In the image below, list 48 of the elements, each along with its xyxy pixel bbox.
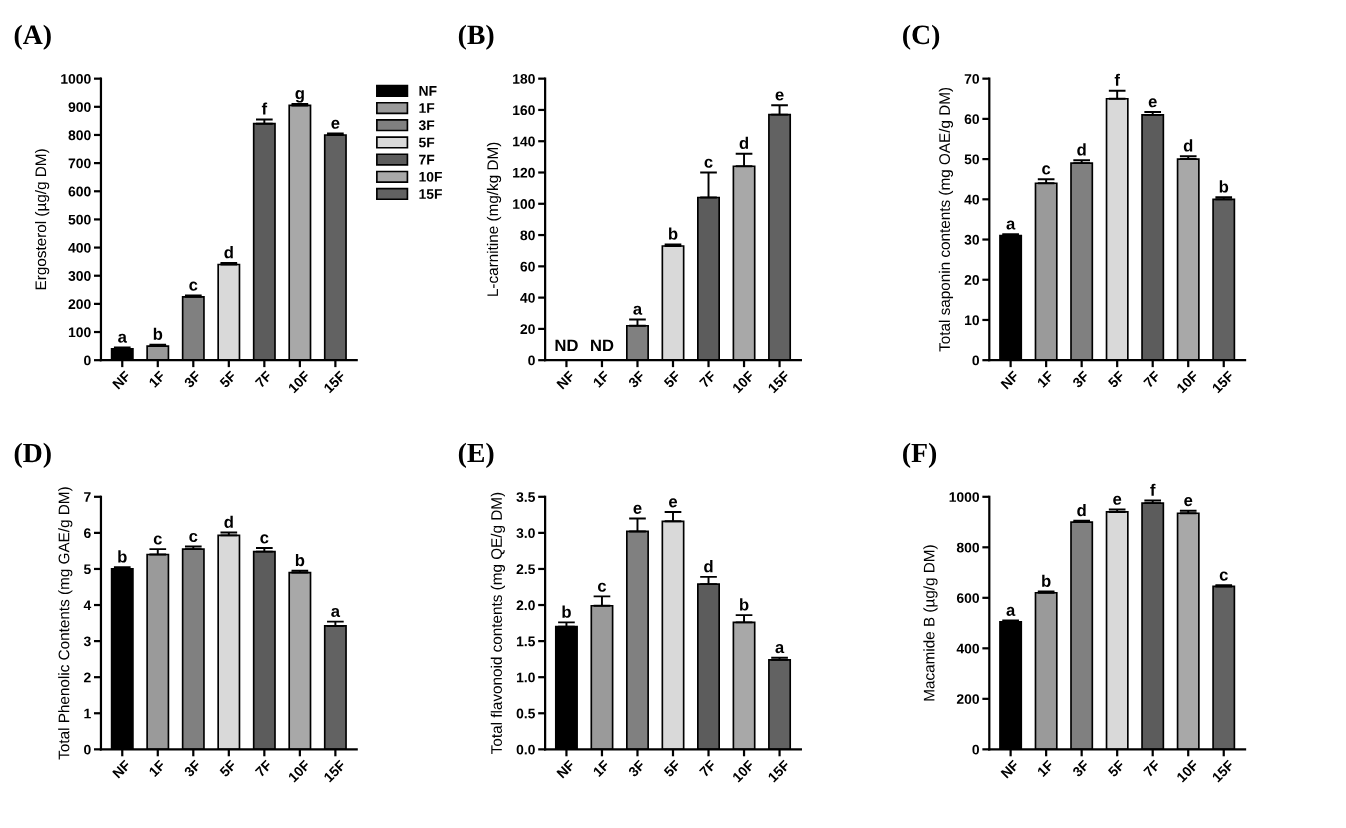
chart-title: (F) [903,442,937,468]
annotation: c [189,532,198,543]
annotation: c [704,158,713,168]
annotation: g [295,90,304,103]
annotation: b [118,550,127,563]
annotation: e [1184,497,1193,507]
chart-title: (A) [14,24,51,50]
annotation: e [1113,495,1122,505]
annotation: b [153,327,163,340]
chart-title: (D) [14,442,51,468]
annotation: d [224,246,233,259]
annotation: b [295,553,305,567]
annotation: e [1148,98,1157,108]
chart-title: (B) [458,24,494,50]
annotation: a [775,644,785,654]
annotation: d [1183,139,1193,152]
annotation: d [739,136,749,150]
annotation: b [669,227,678,240]
annotation: d [704,560,713,573]
annotation: e [775,91,784,101]
annotation: d [1077,143,1086,156]
annotation: a [331,607,341,618]
chart-title: (E) [458,442,494,468]
annotation: f [1114,73,1120,86]
annotation: c [597,582,607,592]
annotation: c [1042,165,1051,175]
annotation: c [1219,571,1228,581]
annotation: ND [555,339,578,352]
annotation: c [189,281,198,291]
annotation: a [118,333,127,343]
chart-title: (C) [903,24,940,50]
annotation: a [633,305,643,315]
annotation: f [1150,483,1156,496]
annotation: e [331,119,340,129]
annotation: e [633,504,642,514]
annotation: b [1219,180,1229,193]
annotation: ND [591,339,614,352]
annotation: a [1006,220,1016,230]
annotation: d [1077,503,1086,517]
annotation: c [153,535,162,545]
annotation: d [224,515,233,528]
annotation: f [261,102,268,115]
annotation: b [562,605,571,618]
annotation: b [1042,574,1051,587]
annotation: a [1006,606,1016,616]
annotation: b [740,598,749,611]
annotation: c [260,534,269,544]
annotation: e [669,498,678,508]
